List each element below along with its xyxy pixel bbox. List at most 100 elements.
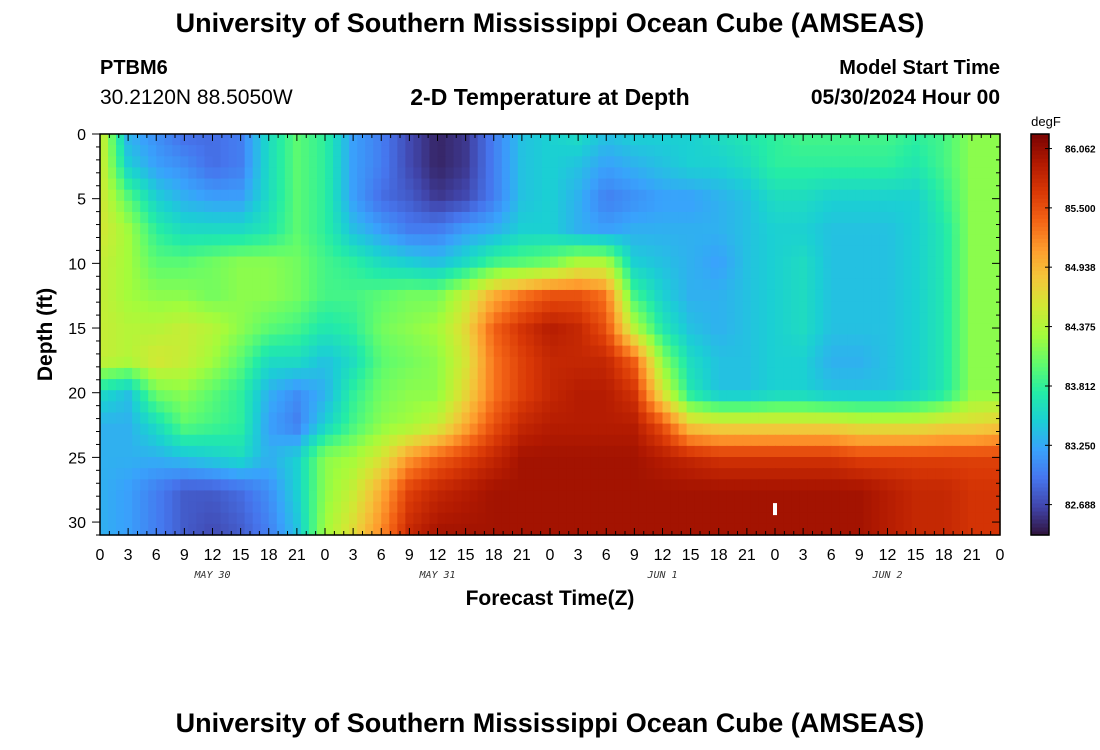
heatmap-cell [517,457,527,469]
heatmap-cell [124,457,133,469]
heatmap-cell [863,490,873,503]
heatmap-cell [750,223,760,235]
heatmap-cell [951,334,961,347]
heatmap-cell [903,523,913,536]
heatmap-cell [517,256,527,269]
heatmap-cell [686,345,696,358]
heatmap-cell [686,178,696,191]
heatmap-cell [284,468,294,480]
heatmap-cell [461,434,471,447]
heatmap-cell [967,501,977,514]
heatmap-cell [847,412,856,425]
heatmap-cell [895,367,905,380]
heatmap-cell [541,256,551,269]
heatmap-cell [276,445,286,458]
heatmap-cell [533,501,543,514]
heatmap-cell [855,289,864,302]
heatmap-cell [228,523,238,536]
heatmap-cell [148,490,157,503]
heatmap-cell [582,167,591,180]
heatmap-cell [606,178,615,191]
heatmap-cell [734,390,744,402]
heatmap-cell [445,445,455,458]
heatmap-cell [702,457,712,469]
heatmap-cell [469,379,479,391]
heatmap-cell [284,457,294,469]
heatmap-cell [389,356,398,369]
heatmap-cell [252,200,262,213]
colorbar-swatch [1031,362,1049,368]
heatmap-cell [654,379,664,391]
heatmap-cell [172,367,181,380]
heatmap-cell [244,512,254,525]
heatmap-cell [991,211,1001,224]
heatmap-cell [236,379,246,391]
heatmap-cell [405,423,414,436]
heatmap-cell [405,367,414,380]
heatmap-cell [582,312,591,324]
heatmap-cell [943,323,953,336]
heatmap-cell [284,412,294,425]
heatmap-cell [268,145,278,157]
heatmap-cell [550,200,559,213]
heatmap-cell [766,512,776,525]
heatmap-cell [983,256,993,269]
heatmap-cell [951,501,961,514]
heatmap-cell [638,512,648,525]
heatmap-cell [558,301,567,313]
heatmap-cell [445,323,455,336]
heatmap-cell [750,457,760,469]
heatmap-cell [566,445,575,458]
heatmap-cell [196,301,206,313]
heatmap-cell [871,223,881,235]
heatmap-cell [863,379,873,391]
heatmap-cell [413,156,423,169]
heatmap-cell [236,301,246,313]
heatmap-cell [702,412,712,425]
heatmap-cell [477,211,487,224]
heatmap-cell [879,479,889,492]
heatmap-cell [308,278,318,291]
heatmap-cell [983,445,993,458]
heatmap-cell [541,367,551,380]
heatmap-cell [662,245,672,258]
heatmap-cell [622,267,631,280]
heatmap-cell [614,479,623,492]
heatmap-cell [525,457,535,469]
heatmap-cell [413,468,423,480]
heatmap-cell [622,134,631,146]
heatmap-cell [164,211,173,224]
heatmap-cell [590,434,599,447]
heatmap-cell [220,156,230,169]
heatmap-cell [188,312,198,324]
heatmap-cell [734,200,744,213]
heatmap-cell [316,256,326,269]
heatmap-cell [702,512,712,525]
heatmap-cell [895,345,905,358]
heatmap-cell [726,145,736,157]
heatmap-cell [188,479,198,492]
heatmap-cell [742,189,752,202]
heatmap-cell [268,167,278,180]
heatmap-cell [871,490,881,503]
heatmap-cell [694,134,704,146]
heatmap-cell [927,211,937,224]
heatmap-cell [630,189,639,202]
heatmap-cell [927,278,937,291]
heatmap-cell [517,412,527,425]
colorbar-swatch [1031,294,1049,300]
heatmap-cell [614,356,623,369]
heatmap-cell [983,234,993,246]
colorbar-swatch [1031,394,1049,400]
heatmap-cell [702,234,712,246]
heatmap-cell [654,267,664,280]
heatmap-cell [799,390,808,402]
heatmap-cell [807,379,816,391]
heatmap-cell [212,289,222,302]
heatmap-cell [501,434,511,447]
heatmap-cell [236,356,246,369]
heatmap-cell [582,345,591,358]
heatmap-cell [710,423,720,436]
heatmap-cell [100,189,109,202]
heatmap-cell [284,267,294,280]
